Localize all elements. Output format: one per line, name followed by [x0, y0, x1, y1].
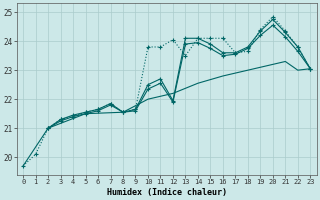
X-axis label: Humidex (Indice chaleur): Humidex (Indice chaleur): [107, 188, 227, 197]
